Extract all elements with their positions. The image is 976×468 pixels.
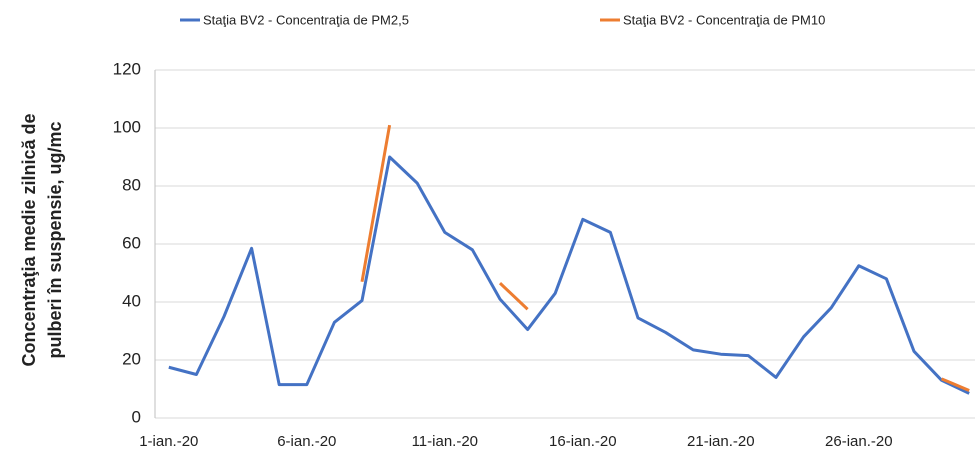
y-axis-title: pulberi în suspensie, ug/mc: [45, 121, 65, 358]
x-tick-label: 11-ian.-20: [412, 433, 478, 450]
x-tick-label: 26-ian.-20: [825, 433, 893, 450]
series-line: [168, 155, 970, 395]
y-tick-label: 60: [122, 233, 141, 252]
x-tick-label: 21-ian.-20: [687, 433, 755, 450]
series-line: [360, 124, 970, 392]
y-tick-label: 40: [122, 291, 141, 310]
x-tick-label: 16-ian.-20: [549, 433, 617, 450]
y-tick-label: 20: [122, 349, 141, 368]
y-tick-label: 120: [113, 59, 141, 78]
y-tick-label: 0: [132, 407, 141, 426]
x-tick-label: 6-ian.-20: [277, 433, 336, 450]
y-tick-label: 100: [113, 117, 141, 136]
y-axis-title: Concentraţia medie zilnică de: [19, 113, 39, 366]
x-tick-label: 1-ian.-20: [139, 433, 198, 450]
legend-label: Staţia BV2 - Concentraţia de PM10: [623, 12, 825, 27]
legend-label: Staţia BV2 - Concentraţia de PM2,5: [203, 12, 409, 27]
y-tick-label: 80: [122, 175, 141, 194]
